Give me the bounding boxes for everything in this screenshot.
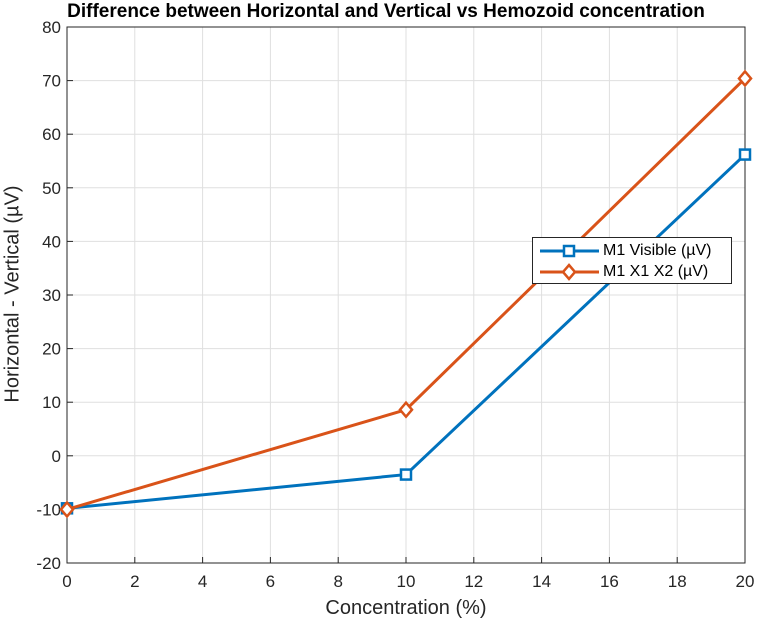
x-tick-label: 20 xyxy=(736,572,755,591)
y-tick-label: -10 xyxy=(36,500,61,519)
x-tick-label: 0 xyxy=(62,572,71,591)
x-tick-label: 16 xyxy=(600,572,619,591)
legend-label: M1 Visible (µV) xyxy=(603,242,712,259)
y-axis-ticks: -20 -10 0 10 20 30 40 50 60 70 80 xyxy=(36,18,73,573)
data-point-diamond xyxy=(737,69,753,88)
x-tick-label: 8 xyxy=(333,572,342,591)
y-tick-label: 20 xyxy=(42,340,61,359)
data-point-diamond xyxy=(59,500,75,519)
x-tick-label: 4 xyxy=(198,572,207,591)
x-tick-label: 2 xyxy=(130,572,139,591)
legend-item-m1-x1x2: M1 X1 X2 (µV) xyxy=(533,261,731,283)
y-axis-label: Horizontal - Vertical (µV) xyxy=(1,185,24,403)
legend-label: M1 X1 X2 (µV) xyxy=(603,263,709,280)
x-tick-label: 10 xyxy=(397,572,416,591)
legend-swatch-diamond-icon xyxy=(540,263,599,281)
y-tick-label: -20 xyxy=(36,554,61,573)
x-axis-label: Concentration (%) xyxy=(325,597,487,619)
chart-title: Difference between Horizontal and Vertic… xyxy=(67,1,705,22)
y-tick-label: 50 xyxy=(42,179,61,198)
y-tick-label: 30 xyxy=(42,286,61,305)
legend-swatch-square-icon xyxy=(540,244,599,258)
x-tick-label: 6 xyxy=(266,572,275,591)
y-tick-label: 0 xyxy=(52,447,61,466)
legend-item-m1-visible: M1 Visible (µV) xyxy=(533,240,731,262)
y-tick-label: 40 xyxy=(42,232,61,251)
y-tick-label: 70 xyxy=(42,72,61,91)
y-tick-label: 80 xyxy=(42,18,61,37)
x-tick-label: 14 xyxy=(532,572,551,591)
y-tick-label: 60 xyxy=(42,125,61,144)
x-tick-label: 12 xyxy=(464,572,483,591)
legend: M1 Visible (µV) M1 X1 X2 (µV) xyxy=(532,237,732,284)
data-point-diamond xyxy=(398,400,414,419)
data-point-square xyxy=(738,148,752,161)
grid-lines xyxy=(66,26,746,564)
y-tick-label: 10 xyxy=(42,393,61,412)
x-axis-ticks: 0 2 4 6 8 10 12 14 16 18 20 xyxy=(62,557,754,591)
x-tick-label: 18 xyxy=(668,572,687,591)
data-point-square xyxy=(399,468,413,481)
